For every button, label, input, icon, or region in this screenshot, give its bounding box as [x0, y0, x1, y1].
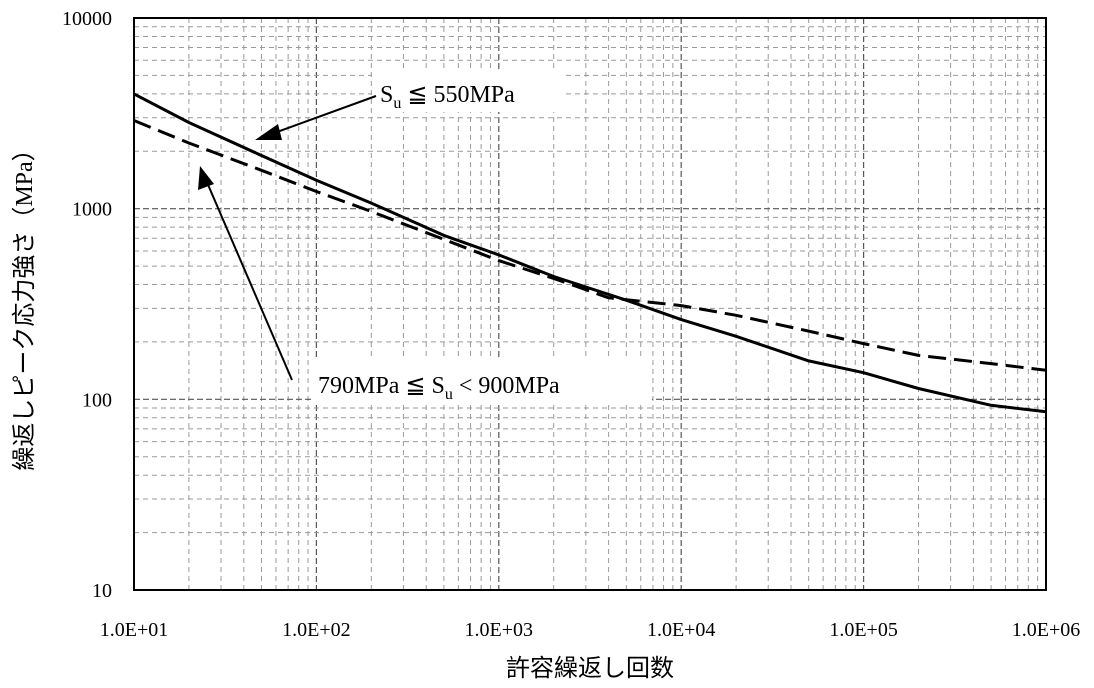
grid — [134, 18, 1046, 590]
series-group — [133, 92, 1047, 414]
y-tick-label: 10000 — [62, 8, 112, 30]
x-tick-label: 1.0E+04 — [647, 619, 716, 641]
annotation-su-550: Su ≦ 550MPa — [380, 82, 515, 112]
x-tick-labels: 1.0E+01 1.0E+02 1.0E+03 1.0E+04 1.0E+05 1.0E+… — [100, 619, 1081, 641]
series-line-su-550 — [133, 92, 1047, 414]
annotation-su-550-arrow-line — [265, 95, 377, 137]
annotation-su-550-box — [372, 70, 562, 112]
y-tick-labels: 10 100 1000 10000 — [62, 8, 112, 602]
annotation-su-550-arrowhead — [255, 124, 282, 140]
x-tick-label: 1.0E+02 — [282, 619, 351, 641]
annotation-su-790-900-arrowhead — [198, 166, 214, 190]
x-tick-label: 1.0E+06 — [1012, 619, 1081, 641]
series-line-su-790-900 — [133, 119, 1047, 372]
annotation-su-790-900-arrow-line — [205, 179, 293, 381]
y-tick-label: 10 — [92, 580, 112, 602]
x-axis-title: 許容繰返し回数 — [506, 655, 674, 682]
x-tick-label: 1.0E+05 — [829, 619, 898, 641]
y-tick-label: 1000 — [72, 199, 112, 221]
plot-frame — [133, 17, 1047, 591]
y-tick-label: 100 — [82, 389, 112, 411]
annotation-su-790-900: 790MPa ≦ Su < 900MPa — [318, 373, 560, 403]
annotations: Su ≦ 550MPa 790MPa ≦ Su < 900MPa — [198, 70, 652, 404]
x-tick-label: 1.0E+01 — [100, 619, 169, 641]
y-axis-title: 繰返しピーク応力強さ（MPa） — [11, 137, 38, 470]
x-tick-label: 1.0E+03 — [465, 619, 534, 641]
annotation-su-790-900-box — [312, 360, 652, 404]
